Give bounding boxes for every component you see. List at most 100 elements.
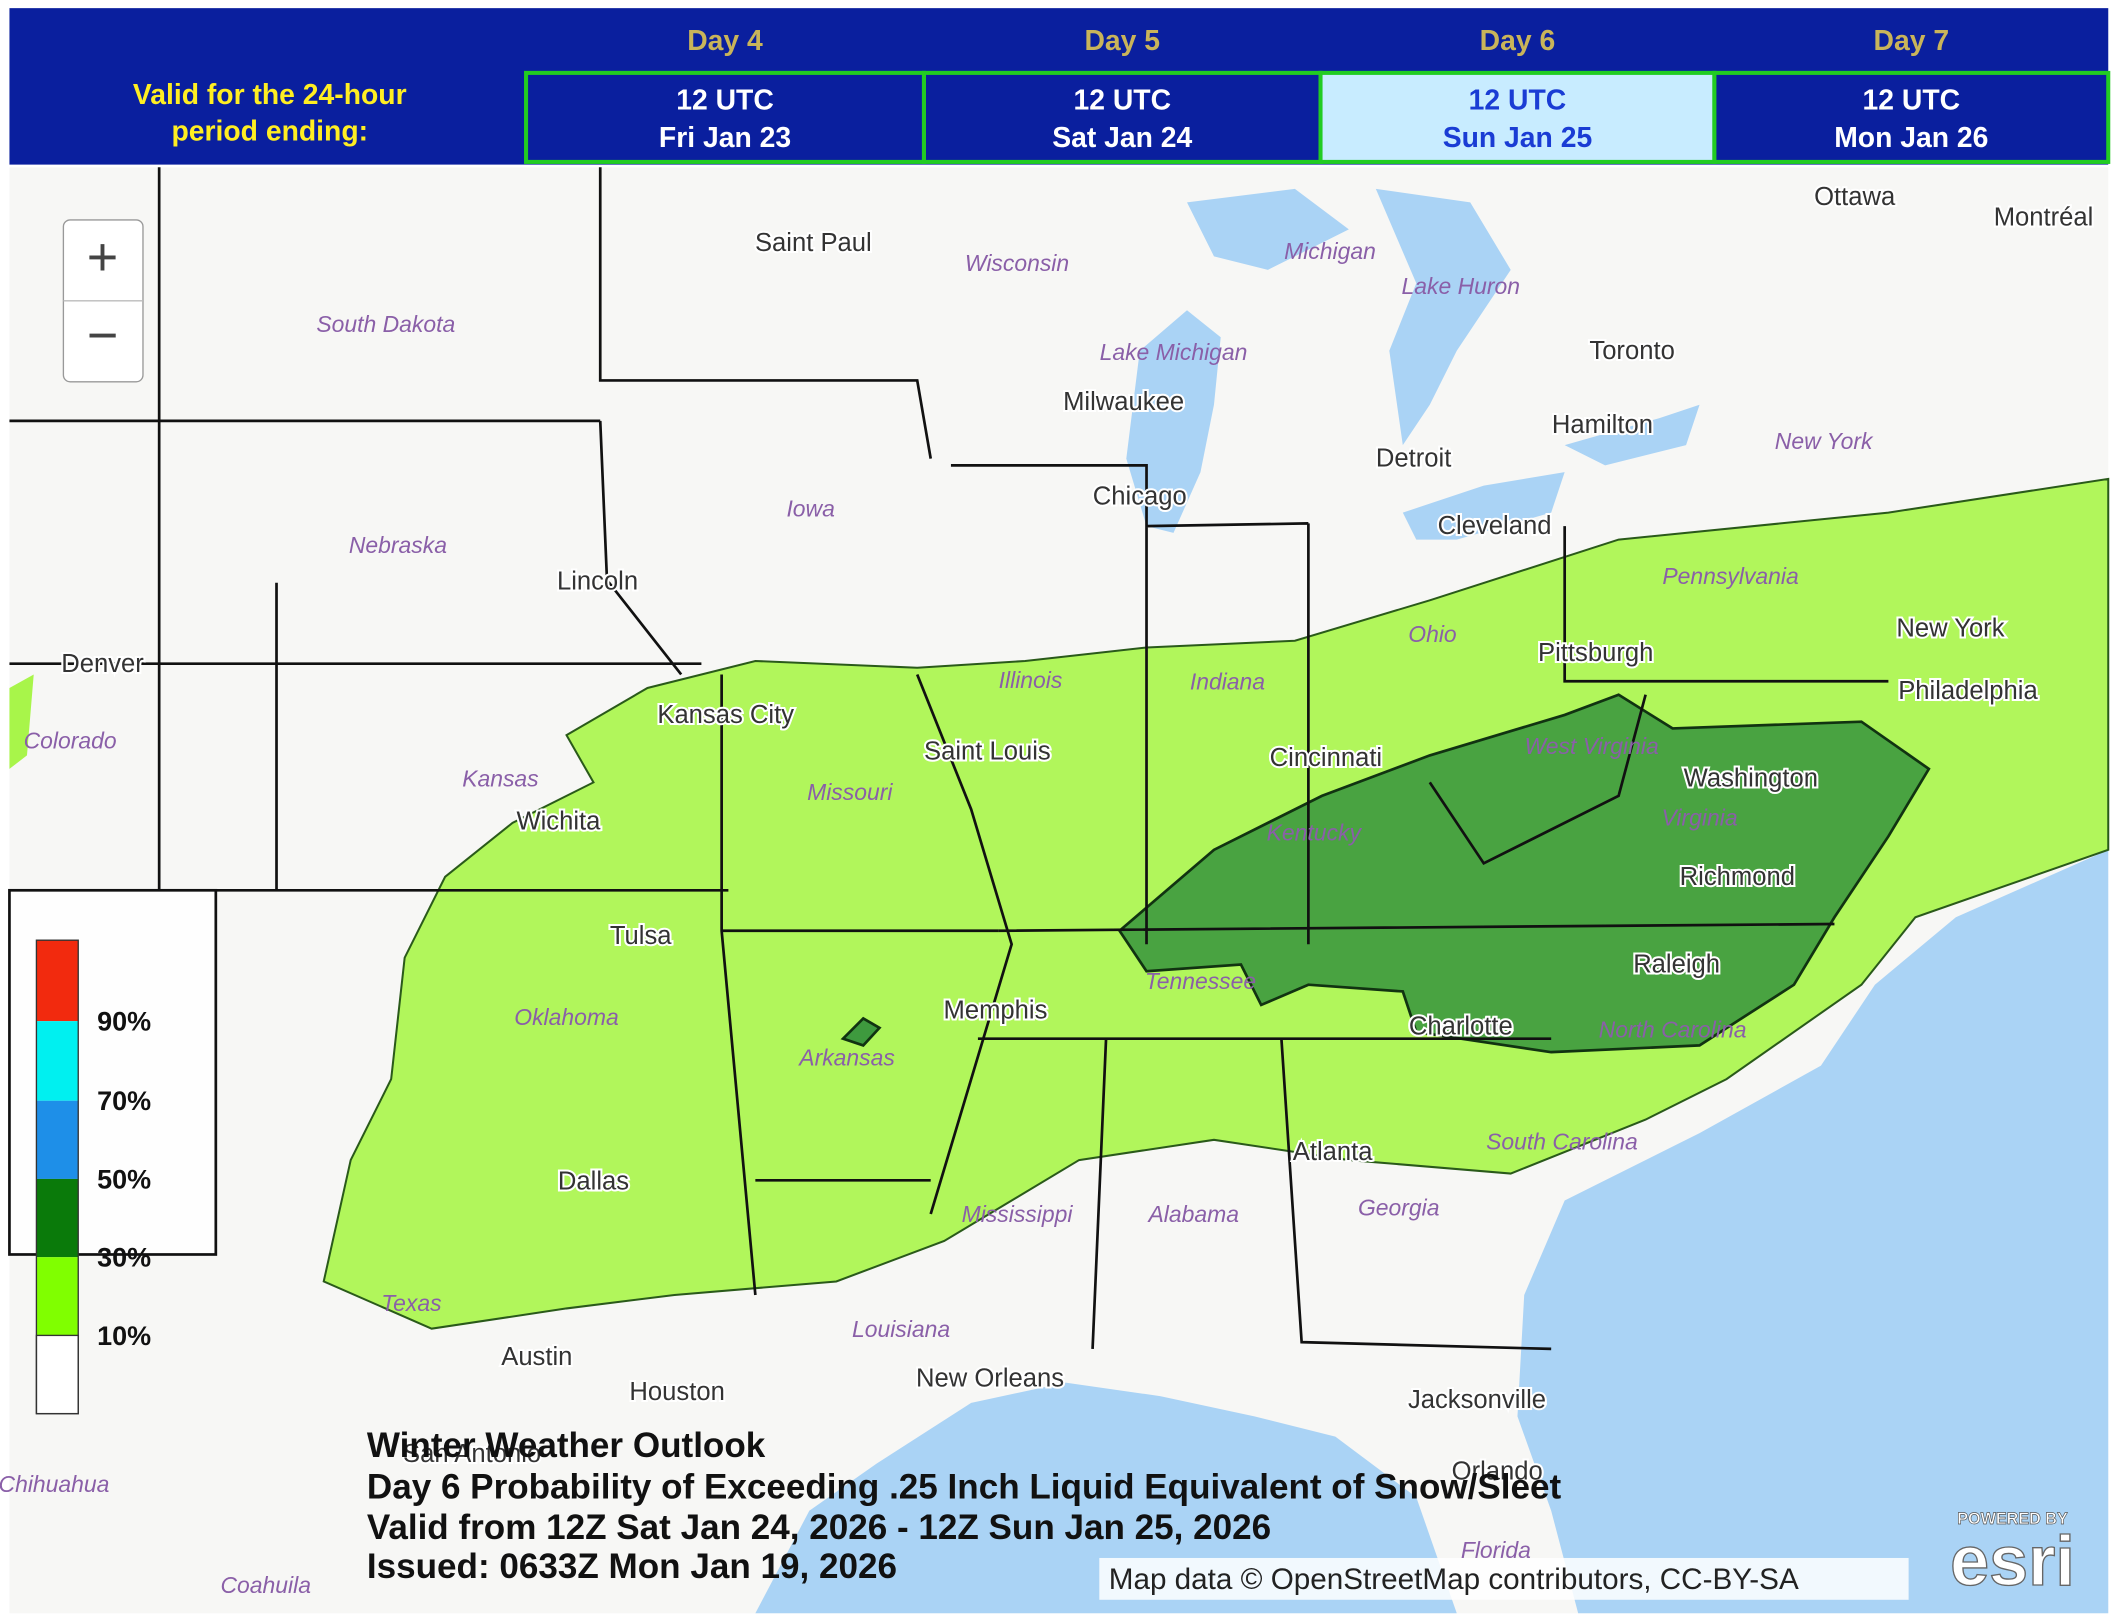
map-labels: Saint Paul Milwaukee Chicago Detroit Toronto… [0,181,2095,1598]
region-label: New York [1775,428,1874,454]
header: Valid for the 24-hour period ending: Day… [9,8,2111,165]
tab-date[interactable]: Mon Jan 26 [1834,122,1988,154]
legend-swatch [36,1178,79,1258]
city-label: Houston [629,1378,724,1406]
zoom-in[interactable]: + [87,227,118,287]
valid-label: Valid for the 24-hour [133,79,407,111]
region-label: South Carolina [1486,1128,1638,1154]
day-tab[interactable] [1712,70,2111,164]
tab-time[interactable]: 12 UTC [676,84,774,116]
probability-30-area [840,1016,882,1047]
city-label: Saint Paul [755,229,872,257]
region-label: Nebraska [349,532,447,558]
valid-label: period ending: [171,115,368,147]
day-label: Day 5 [1084,25,1160,57]
tab-time[interactable]: 12 UTC [1863,84,1961,116]
zoom-control: + − [62,219,144,383]
tab-date[interactable]: Sat Jan 24 [1052,122,1192,154]
tab-date[interactable]: Sun Jan 25 [1443,122,1592,154]
region-label: Missouri [807,779,893,805]
region-label: Kansas [462,765,538,791]
region-label: Pennsylvania [1662,563,1798,589]
region-label: Texas [381,1290,441,1316]
legend-swatch [36,940,79,1022]
region-label: Tennessee [1145,968,1256,994]
day-label: Day 7 [1874,25,1950,57]
city-label: Kansas City [657,701,794,729]
region-label: Mississippi [962,1201,1074,1227]
city-label: Atlanta [1293,1138,1373,1166]
city-label: Richmond [1680,863,1795,891]
region-label: West Virginia [1525,733,1659,759]
city-label: Chicago [1093,483,1187,511]
city-label: Lincoln [557,567,638,595]
probability-30-area [1117,693,1931,1054]
tab-time[interactable]: 12 UTC [1073,84,1171,116]
city-label: New York [1896,615,2004,643]
region-label: Coahuila [220,1572,310,1598]
city-label: Pittsburgh [1538,639,1653,667]
tab-time[interactable]: 12 UTC [1469,84,1567,116]
city-label: Detroit [1376,445,1451,473]
region-label: Arkansas [797,1045,895,1071]
city-label: Hamilton [1552,411,1653,439]
title-block: Winter Weather Outlook Day 6 Probability… [367,1426,1562,1586]
region-label: Illinois [999,667,1063,693]
esri-logo: esri [1950,1522,2075,1600]
legend-label: 50% [97,1164,151,1194]
region-label: North Carolina [1599,1016,1747,1042]
region-label: Virginia [1662,805,1738,831]
zoom-out[interactable]: − [87,305,118,365]
city-label: Ottawa [1814,183,1896,211]
region-label: Lake Michigan [1100,339,1248,365]
city-label: Tulsa [610,922,672,950]
city-label: Orlando [1452,1458,1543,1486]
title-line: Day 6 Probability of Exceeding .25 Inch … [367,1468,1562,1507]
title-line: Valid from 12Z Sat Jan 24, 2026 - 12Z Su… [367,1508,1271,1547]
legend-label: 30% [97,1243,151,1273]
legend-swatch [35,1334,79,1415]
region-label: Alabama [1146,1201,1238,1227]
city-label: Philadelphia [1898,677,2038,705]
title-line: Issued: 0633Z Mon Jan 19, 2026 [367,1547,897,1586]
city-label: Austin [501,1343,572,1371]
region-label: Iowa [786,496,834,522]
city-label: Cincinnati [1270,744,1382,772]
esri-powered: POWERED BY [1957,1510,2068,1528]
legend-frame [35,939,79,1415]
city-label: Denver [61,650,144,678]
tab-date[interactable]: Fri Jan 23 [659,122,791,154]
legend-label: 10% [97,1321,151,1351]
legend-swatch [36,1100,79,1179]
city-label: Wichita [516,808,601,836]
legend-label: 70% [97,1086,151,1116]
city-label: Washington [1684,764,1818,792]
region-label: Kentucky [1267,819,1363,845]
region-label: Oklahoma [514,1004,618,1030]
region-label: Ohio [1408,621,1457,647]
region-label: Chihuahua [0,1471,109,1497]
legend-label: 90% [97,1007,151,1037]
legend: 90% 70% 50% 30% 10% [8,888,218,1415]
legend-swatch [36,1021,79,1101]
day-tab[interactable] [921,70,1323,164]
legend-swatch [36,1257,79,1336]
region-label: Indiana [1190,668,1265,694]
city-label: Montréal [1994,203,2094,231]
attribution-box [1099,1557,1909,1600]
region-label: Georgia [1358,1194,1440,1220]
city-label: San Antonio [403,1440,541,1468]
region-label: Louisiana [852,1316,950,1342]
city-label: Jacksonville [1408,1386,1546,1414]
city-label: Milwaukee [1063,388,1184,416]
day-label: Day 6 [1480,25,1556,57]
state-borders [9,167,1889,1351]
city-label: Toronto [1589,337,1674,365]
attribution: Map data © OpenStreetMap contributors, C… [1109,1563,1799,1596]
region-label: Colorado [24,728,117,754]
day-label: Day 4 [687,25,763,57]
region-label: South Dakota [316,311,455,337]
title-line: Winter Weather Outlook [367,1426,766,1465]
day-tab[interactable] [1318,70,1717,164]
